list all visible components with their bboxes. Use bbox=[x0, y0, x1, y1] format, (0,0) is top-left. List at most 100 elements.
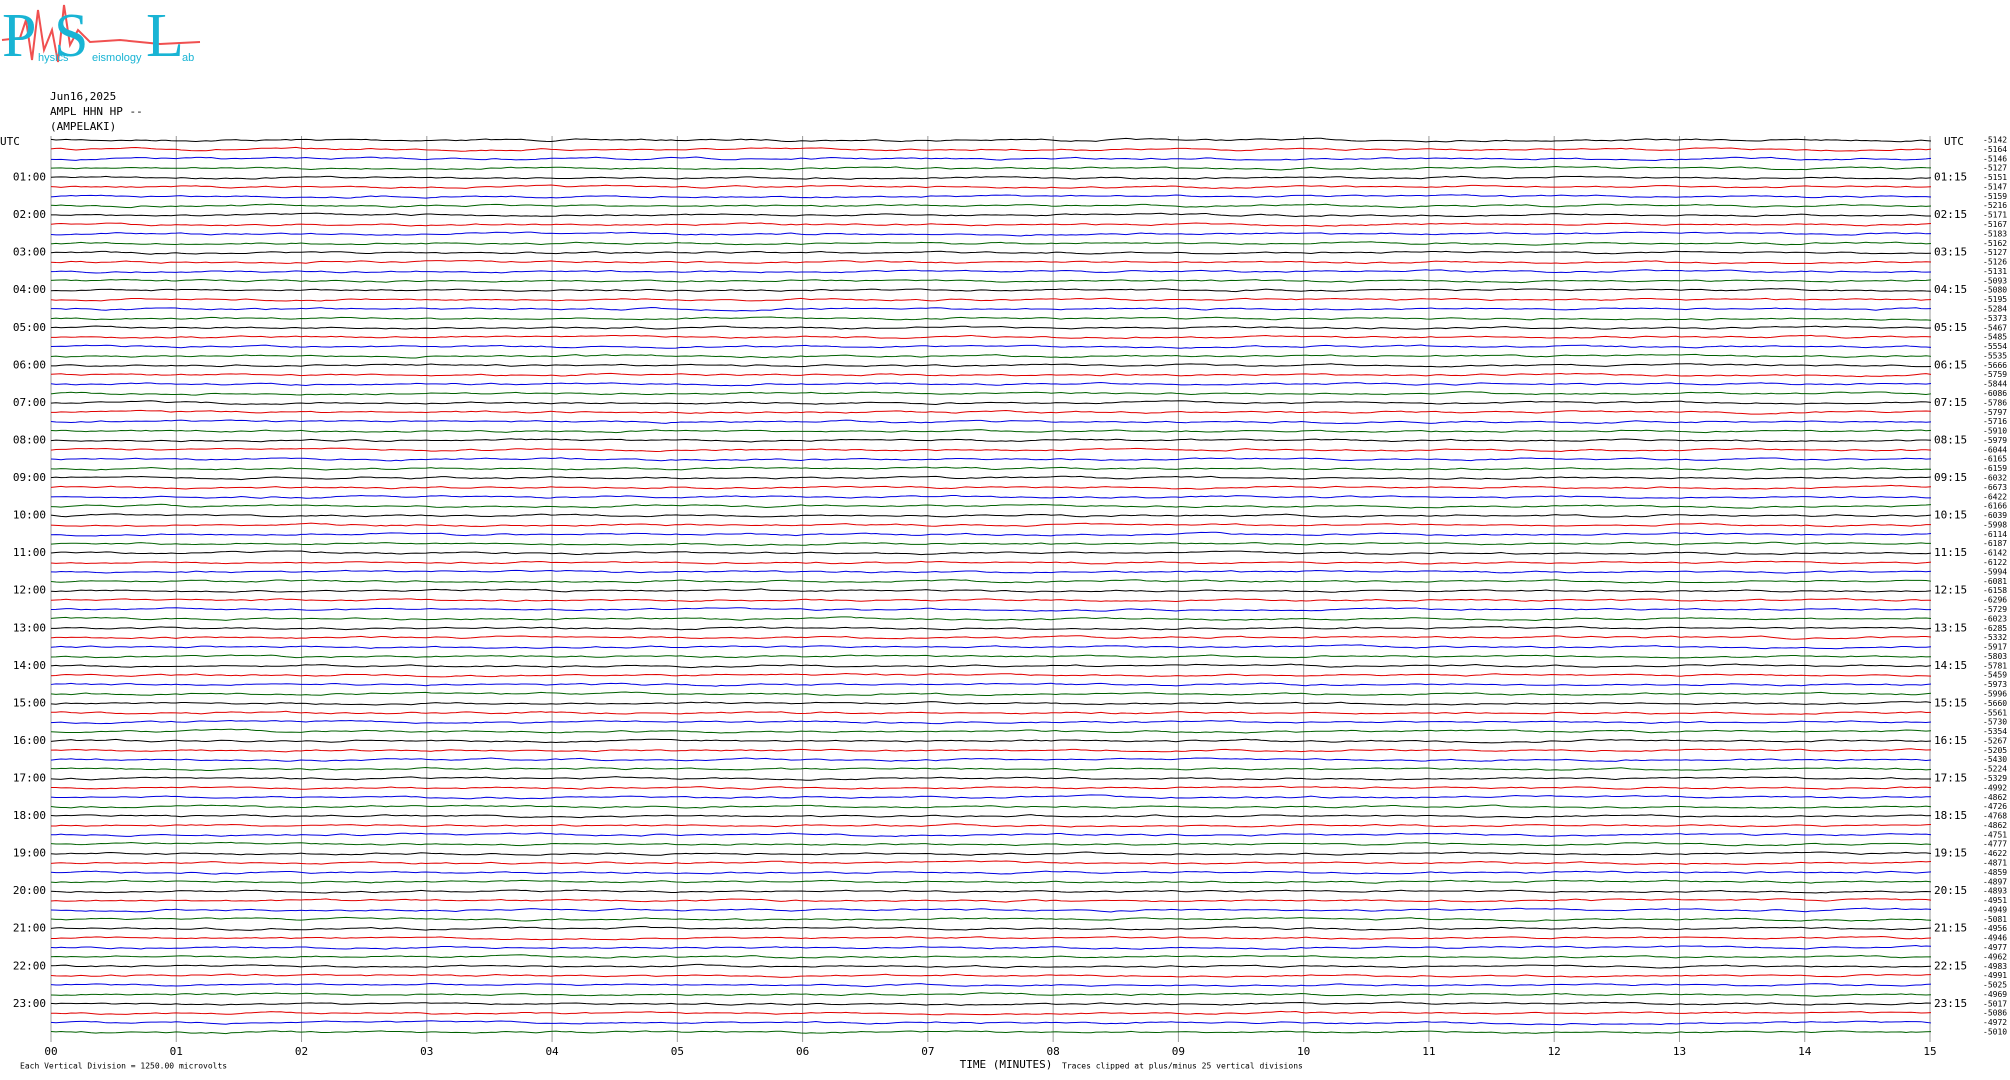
trace-offset: -5910 bbox=[1983, 427, 2007, 436]
trace bbox=[50, 137, 1932, 143]
right-hour-label: 08:15 bbox=[1934, 433, 1967, 446]
trace-offset: -4946 bbox=[1983, 934, 2007, 943]
hour-label: 10:00 bbox=[13, 509, 46, 522]
hour-label: 22:00 bbox=[13, 959, 46, 972]
trace-offset: -5917 bbox=[1983, 643, 2007, 652]
trace-offset: -6044 bbox=[1983, 445, 2007, 454]
hour-label: 07:00 bbox=[13, 396, 46, 409]
trace-offset: -6285 bbox=[1983, 624, 2007, 633]
trace bbox=[50, 701, 1932, 706]
x-axis-label: TIME (MINUTES) bbox=[960, 1058, 1053, 1071]
trace-offset: -5195 bbox=[1983, 295, 2007, 304]
trace-offset: -6122 bbox=[1983, 558, 2007, 567]
logo-word: hysics bbox=[38, 52, 69, 64]
trace bbox=[50, 372, 1932, 378]
trace-offset: -4751 bbox=[1983, 830, 2007, 839]
clip-note: Traces clipped at plus/minus 25 vertical… bbox=[1062, 1062, 1303, 1071]
trace bbox=[51, 334, 1932, 339]
trace-offset: -5205 bbox=[1983, 746, 2007, 755]
trace bbox=[50, 654, 1932, 659]
trace bbox=[50, 447, 1932, 453]
x-tick-label: 06 bbox=[796, 1045, 809, 1058]
trace bbox=[50, 269, 1932, 274]
trace bbox=[50, 814, 1932, 819]
trace bbox=[50, 710, 1932, 715]
trace-offset: -4983 bbox=[1983, 962, 2007, 971]
trace-offset: -4962 bbox=[1983, 952, 2007, 961]
trace bbox=[50, 832, 1932, 838]
hour-label: 15:00 bbox=[13, 696, 46, 709]
trace-offset: -4951 bbox=[1983, 896, 2007, 905]
trace-offset: -5979 bbox=[1983, 436, 2007, 445]
right-hour-label: 05:15 bbox=[1934, 321, 1967, 334]
trace-offset: -6673 bbox=[1983, 483, 2007, 492]
trace bbox=[50, 898, 1932, 903]
hour-label: 06:00 bbox=[13, 358, 46, 371]
trace bbox=[50, 776, 1932, 781]
trace bbox=[50, 513, 1932, 518]
trace bbox=[50, 260, 1932, 265]
trace-offset: -5844 bbox=[1983, 380, 2007, 389]
trace-offset: -5716 bbox=[1983, 417, 2007, 426]
right-hour-label: 12:15 bbox=[1934, 584, 1967, 597]
trace-offset: -5127 bbox=[1983, 248, 2007, 257]
logo-letter: S bbox=[54, 2, 88, 70]
trace bbox=[50, 663, 1932, 669]
trace-offset: -6187 bbox=[1983, 539, 2007, 548]
trace-offset: -4893 bbox=[1983, 887, 2007, 896]
trace bbox=[50, 165, 1932, 171]
x-tick-label: 00 bbox=[44, 1045, 57, 1058]
trace-offset: -4862 bbox=[1983, 821, 2007, 830]
trace-offset: -5561 bbox=[1983, 708, 2007, 717]
trace-offset: -5127 bbox=[1983, 164, 2007, 173]
left-header: UTC bbox=[0, 135, 20, 148]
hour-label: 13:00 bbox=[13, 621, 46, 634]
trace-offset: -5126 bbox=[1983, 258, 2007, 267]
trace bbox=[50, 382, 1932, 387]
trace-offset: -5998 bbox=[1983, 520, 2007, 529]
trace-offset: -5147 bbox=[1983, 182, 2007, 191]
trace bbox=[50, 860, 1932, 865]
right-hour-label: 09:15 bbox=[1934, 471, 1967, 484]
trace bbox=[50, 400, 1932, 406]
trace-offset: -5996 bbox=[1983, 689, 2007, 698]
trace-offset: -6114 bbox=[1983, 530, 2007, 539]
hour-label: 18:00 bbox=[13, 809, 46, 822]
trace-offset: -4768 bbox=[1983, 812, 2007, 821]
right-hour-label: 17:15 bbox=[1934, 771, 1967, 784]
trace-offset: -5994 bbox=[1983, 567, 2007, 576]
right-hour-label: 03:15 bbox=[1934, 246, 1967, 259]
hour-label: 20:00 bbox=[13, 884, 46, 897]
x-tick-label: 11 bbox=[1422, 1045, 1435, 1058]
trace-offset: -5786 bbox=[1983, 398, 2007, 407]
trace bbox=[50, 429, 1932, 434]
trace bbox=[50, 522, 1932, 528]
trace-offset: -5332 bbox=[1983, 633, 2007, 642]
trace-offset: -6166 bbox=[1983, 502, 2007, 511]
right-hour-label: 07:15 bbox=[1934, 396, 1967, 409]
logo-word: eismology bbox=[92, 52, 142, 64]
trace-offset: -5781 bbox=[1983, 661, 2007, 670]
trace bbox=[50, 466, 1932, 471]
trace-offset: -5803 bbox=[1983, 652, 2007, 661]
trace bbox=[50, 607, 1932, 612]
trace-offset: -4972 bbox=[1983, 1018, 2007, 1027]
trace-offset: -5010 bbox=[1983, 1028, 2007, 1037]
trace-offset: -6422 bbox=[1983, 492, 2007, 501]
trace bbox=[50, 728, 1932, 734]
trace-offset: -4956 bbox=[1983, 924, 2007, 933]
trace bbox=[50, 484, 1932, 490]
hour-label: 03:00 bbox=[13, 246, 46, 259]
trace bbox=[50, 963, 1932, 969]
trace-offset: -6086 bbox=[1983, 389, 2007, 398]
trace bbox=[50, 316, 1932, 321]
date: Jun16,2025 bbox=[50, 90, 116, 103]
trace bbox=[50, 973, 1932, 978]
trace bbox=[50, 983, 1932, 988]
hour-label: 02:00 bbox=[13, 208, 46, 221]
trace-offset: -5162 bbox=[1983, 239, 2007, 248]
trace-offset: -6165 bbox=[1983, 455, 2007, 464]
trace-offset: -5151 bbox=[1983, 173, 2007, 182]
trace-offset: -4991 bbox=[1983, 971, 2007, 980]
trace bbox=[50, 194, 1932, 199]
